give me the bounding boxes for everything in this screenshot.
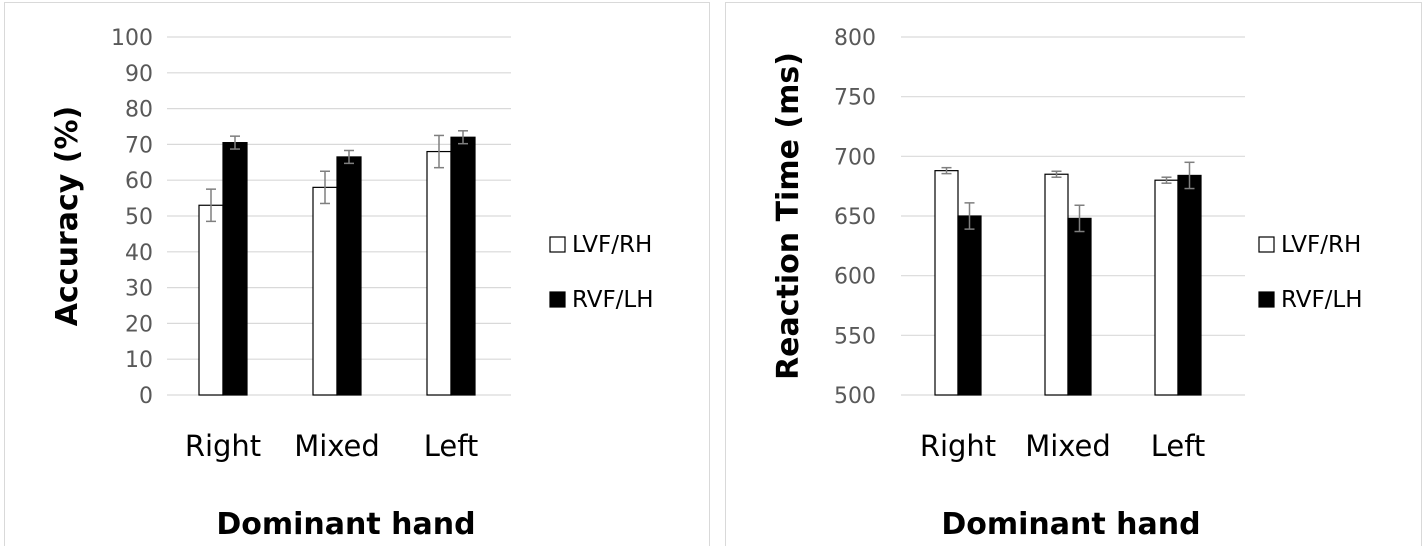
y-tick-label: 50 (125, 205, 153, 230)
legend-label: LVF/RH (572, 232, 652, 258)
legend-label: RVF/LH (572, 287, 654, 313)
y-tick-label: 90 (125, 62, 153, 87)
y-axis-title: Reaction Time (ms) (771, 52, 806, 380)
legend-swatch (1258, 236, 1275, 253)
legend-label: RVF/LH (1281, 287, 1363, 313)
y-tick-label: 700 (834, 145, 876, 170)
bar-rvf-lh (957, 215, 982, 396)
bar-lvf-rh (934, 170, 959, 396)
y-tick-label: 70 (125, 133, 153, 158)
legend-swatch (549, 236, 566, 253)
x-category-label: Mixed (1025, 429, 1111, 463)
bar-lvf-rh (426, 150, 452, 396)
bar-rvf-lh (450, 136, 476, 396)
legend-swatch (549, 291, 566, 308)
legend-label: LVF/RH (1281, 232, 1361, 258)
x-category-label: Left (424, 429, 479, 463)
x-category-label: Mixed (294, 429, 380, 463)
bar-rvf-lh (1067, 217, 1092, 396)
x-axis-title: Dominant hand (941, 507, 1200, 542)
accuracy-chart-panel: 0 10 20 30 40 50 60 70 80 90 100 Right Mixed Left LVF/… (4, 2, 710, 546)
y-tick-label: 500 (834, 384, 876, 409)
reaction-time-chart-panel: 500 550 600 650 700 750 800 Right Mixed Left LVF/R… (725, 2, 1422, 546)
y-tick-label: 80 (125, 98, 153, 123)
y-tick-label: 800 (834, 26, 876, 51)
y-tick-label: 0 (139, 384, 153, 409)
y-tick-label: 10 (125, 348, 153, 373)
y-tick-label: 550 (834, 324, 876, 349)
y-tick-label: 40 (125, 241, 153, 266)
y-tick-label: 60 (125, 169, 153, 194)
accuracy-chart: 0 10 20 30 40 50 60 70 80 90 100 Right Mixed Left LVF/… (50, 26, 654, 542)
x-category-label: Left (1151, 429, 1206, 463)
x-category-label: Right (185, 429, 261, 463)
bar-lvf-rh (312, 186, 338, 396)
y-tick-label: 20 (125, 312, 153, 337)
bar-lvf-rh (1154, 179, 1179, 396)
y-tick-label: 750 (834, 86, 876, 111)
bar-rvf-lh (1177, 174, 1202, 396)
y-tick-label: 100 (111, 26, 153, 51)
y-tick-label: 650 (834, 205, 876, 230)
legend-swatch (1258, 291, 1275, 308)
y-axis-title: Accuracy (%) (50, 106, 85, 326)
y-tick-label: 600 (834, 265, 876, 290)
bar-rvf-lh (336, 156, 362, 396)
bar-lvf-rh (1044, 173, 1069, 396)
reaction-time-chart: 500 550 600 650 700 750 800 Right Mixed Left LVF/R… (771, 26, 1363, 542)
x-category-label: Right (920, 429, 996, 463)
bar-lvf-rh (198, 204, 224, 396)
bar-rvf-lh (222, 142, 248, 396)
x-axis-title: Dominant hand (216, 507, 475, 542)
y-tick-label: 30 (125, 277, 153, 302)
